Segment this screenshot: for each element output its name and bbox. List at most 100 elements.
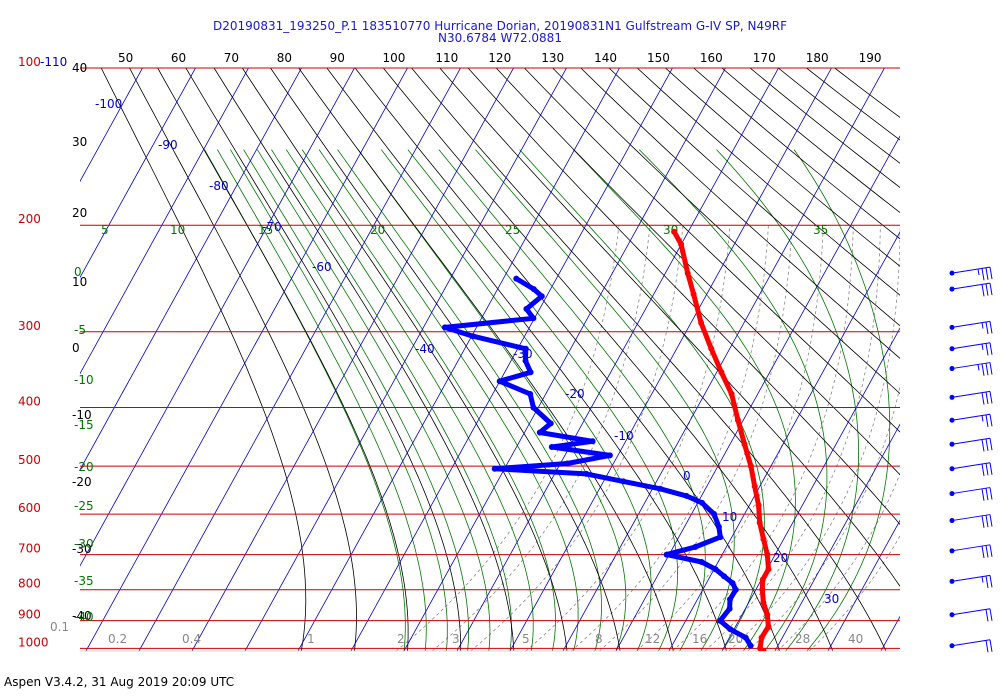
mixing-ratio-line bbox=[728, 225, 900, 651]
dewpoint-point bbox=[491, 465, 498, 472]
mixing-ratio-label: 2 bbox=[397, 632, 405, 646]
wind-barb-flag bbox=[981, 463, 985, 477]
dry-adiabat bbox=[580, 68, 900, 359]
wind-barb bbox=[949, 639, 993, 653]
mixing-ratio-label: 0.2 bbox=[108, 632, 127, 646]
isotherm bbox=[80, 68, 355, 567]
isotherm bbox=[244, 68, 567, 651]
wind-barb-flag bbox=[989, 462, 993, 475]
isotherm bbox=[138, 68, 461, 651]
isotherm bbox=[80, 68, 302, 471]
wind-barb-flag bbox=[985, 640, 989, 653]
wind-barb-half bbox=[981, 322, 984, 329]
temperature-point bbox=[741, 441, 748, 448]
wind-barb-shaft bbox=[951, 574, 991, 582]
dry-adiabat bbox=[608, 68, 900, 327]
dewpoint-point bbox=[530, 315, 537, 322]
temperature-point bbox=[708, 345, 715, 352]
moist-left-label: -30 bbox=[74, 537, 94, 551]
dewpoint-point bbox=[530, 286, 537, 293]
moist-adiabat bbox=[285, 149, 534, 651]
dewpoint-point bbox=[699, 499, 706, 506]
dewpoint-point bbox=[496, 378, 503, 385]
top-temp-tick: 180 bbox=[806, 51, 829, 65]
dry-adiabat bbox=[495, 68, 900, 476]
temperature-line bbox=[671, 229, 771, 651]
wind-barb-shaft bbox=[951, 544, 991, 552]
moist-adiabat-label: 35 bbox=[813, 223, 828, 237]
isotherm bbox=[85, 68, 408, 651]
moist-adiabat bbox=[204, 149, 406, 651]
dry-adiabat bbox=[298, 68, 674, 651]
top-temp-tick: 100 bbox=[383, 51, 406, 65]
wind-barb-half bbox=[981, 415, 984, 422]
dry-adiabat bbox=[129, 68, 357, 651]
mixing-ratio-line bbox=[470, 225, 684, 651]
temperature-point bbox=[698, 319, 705, 326]
wind-barb-shaft bbox=[951, 282, 991, 290]
mixing-ratio-label: 16 bbox=[692, 632, 707, 646]
wind-barb-flag bbox=[985, 267, 989, 280]
wind-barb bbox=[949, 462, 993, 477]
moist-adiabat bbox=[475, 149, 735, 651]
title-line-1: D20190831_193250_P.1 183510770 Hurricane… bbox=[212, 19, 788, 33]
wind-barb-flag bbox=[985, 391, 989, 405]
dewpoint-point bbox=[536, 429, 543, 436]
isotherm bbox=[721, 327, 900, 651]
temperature-point bbox=[764, 611, 771, 618]
isotherm bbox=[509, 68, 832, 651]
moist-adiabat bbox=[438, 149, 706, 651]
mixing-ratio-label: 0.4 bbox=[182, 632, 201, 646]
moist-adiabat bbox=[318, 149, 579, 651]
left-temp-tick: -10 bbox=[72, 408, 92, 422]
chart-title: D20190831_193250_P.1 183510770 Hurricane… bbox=[0, 20, 1000, 44]
dewpoint-point bbox=[527, 391, 534, 397]
dry-adiabat bbox=[241, 68, 568, 651]
isotherm-label: -20 bbox=[565, 387, 585, 401]
wind-barb-flag bbox=[985, 283, 989, 296]
temperature-point bbox=[759, 576, 766, 583]
dewpoint-point bbox=[692, 544, 699, 550]
wind-barb-flag bbox=[989, 639, 993, 652]
isotherm-label: -40 bbox=[415, 342, 435, 356]
top-temp-tick: 60 bbox=[171, 51, 186, 65]
moist-adiabat bbox=[256, 149, 491, 651]
mixing-ratio-label: 1 bbox=[307, 632, 315, 646]
dewpoint-point bbox=[726, 605, 733, 612]
wind-barb-flag bbox=[989, 362, 993, 375]
wind-barb-flag bbox=[985, 463, 989, 476]
dewpoint-point bbox=[715, 523, 722, 530]
left-temp-tick: 40 bbox=[72, 61, 87, 75]
dewpoint-point bbox=[606, 452, 613, 459]
mixing-ratio-label: 40 bbox=[848, 632, 863, 646]
temperature-point bbox=[747, 463, 754, 470]
isotherm-label: -10 bbox=[614, 429, 634, 443]
dewpoint-point bbox=[589, 438, 596, 445]
wind-barb bbox=[949, 390, 993, 405]
moist-left-label: -10 bbox=[74, 373, 94, 387]
wind-barb-flag bbox=[981, 363, 985, 376]
isotherm bbox=[774, 423, 900, 651]
footer-version: Aspen V3.4.2, 31 Aug 2019 20:09 UTC bbox=[4, 675, 235, 689]
top-temp-tick: 140 bbox=[594, 51, 617, 65]
temperature-point bbox=[765, 566, 772, 573]
wind-barb-flag bbox=[981, 515, 985, 528]
moist-adiabat bbox=[519, 149, 765, 651]
pressure-label: 500 bbox=[18, 453, 41, 467]
left-temp-tick: 0 bbox=[72, 341, 80, 355]
dewpoint-point bbox=[727, 596, 733, 603]
moist-adiabat-label: 10 bbox=[170, 223, 185, 237]
wind-barb-flag bbox=[985, 438, 989, 451]
moist-left-label: -5 bbox=[74, 323, 86, 337]
top-temp-tick: 150 bbox=[647, 51, 670, 65]
dry-adiabat bbox=[157, 68, 409, 651]
mixing-ratio-label: 3 bbox=[452, 632, 460, 646]
moist-left-label: -15 bbox=[74, 418, 94, 432]
dewpoint-point bbox=[711, 511, 718, 518]
moist-adiabat bbox=[357, 149, 627, 651]
isotherm bbox=[191, 68, 514, 651]
sounding-profiles bbox=[441, 228, 772, 651]
wind-barb bbox=[949, 362, 993, 376]
moist-left-label: -40 bbox=[74, 610, 94, 624]
